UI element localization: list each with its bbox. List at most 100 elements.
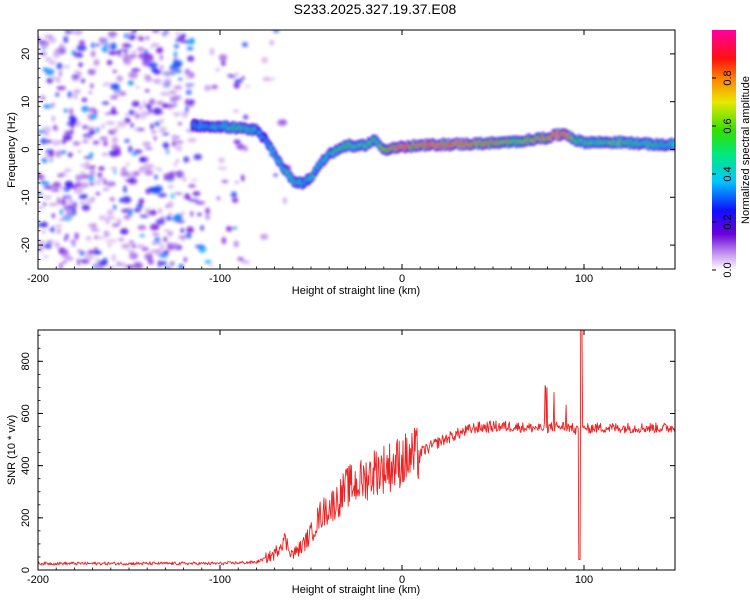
spectrogram-noise-cell [128, 240, 135, 245]
spectrogram-noise-cell [105, 121, 116, 125]
snr-panel: -200 -100 0 100 0 200 400 600 800 Height of str… [6, 329, 676, 596]
spectrogram-noise-cell [245, 85, 250, 88]
spectrogram-noise-cell [112, 69, 117, 73]
spectrogram-noise-cell [132, 171, 140, 176]
spectrogram-noise-cell [105, 216, 116, 221]
spectrogram-noise-cell [185, 38, 195, 45]
spectrogram-noise-cell [162, 83, 170, 89]
spectrogram-noise-cell [205, 207, 210, 215]
spectrogram-x-ticks: -200 -100 0 100 [27, 30, 676, 285]
spectrogram-noise-cell [97, 172, 103, 178]
spectrogram-noise-cell [116, 261, 121, 267]
spectrogram-noise-cell [185, 232, 192, 239]
spectrogram-x-tick-label: -200 [27, 273, 49, 285]
colorbar-ticks: 0.0 0.2 0.4 0.6 0.8 [712, 70, 734, 278]
spectrogram-noise-cell [67, 91, 73, 99]
spectrogram-noise-cell [72, 140, 81, 146]
snr-frame [37, 329, 676, 571]
spectrogram-noise-cell [40, 137, 48, 145]
spectrogram-noise-cell [120, 166, 127, 174]
spectrogram-noise-cell [64, 168, 72, 172]
spectrogram-noise-cell [145, 252, 151, 258]
spectrogram-noise-cell [41, 157, 48, 164]
spectrogram-noise-cell [101, 123, 105, 130]
colorbar: 0.0 0.2 0.4 0.6 0.8 Normalized spectral ampl… [712, 30, 750, 278]
spectrogram-noise-cell [90, 50, 96, 58]
spectrogram-noise-cell [88, 174, 95, 182]
spectrogram-noise-layer [38, 30, 292, 269]
spectrogram-noise-cell [131, 244, 137, 249]
spectrogram-noise-cell [43, 185, 53, 190]
spectrogram-noise-cell [131, 100, 140, 108]
spectrogram-noise-cell [193, 153, 203, 161]
spectrogram-noise-cell [273, 173, 278, 177]
spectrogram-noise-cell [63, 35, 69, 44]
spectrogram-noise-cell [154, 121, 161, 127]
spectrogram-noise-cell [150, 186, 161, 194]
spectrogram-noise-cell [144, 48, 148, 56]
spectrogram-noise-cell [128, 71, 139, 79]
spectrogram-noise-cell [159, 243, 165, 251]
spectrogram-noise-cell [125, 264, 135, 269]
spectrogram-noise-cell [138, 166, 145, 173]
spectrogram-noise-cell [84, 253, 95, 261]
snr-x-tick-label: -100 [209, 574, 231, 586]
spectrogram-noise-cell [70, 30, 76, 33]
spectrogram-noise-cell [57, 173, 64, 177]
spectrogram-noise-cell [100, 38, 105, 46]
spectrogram-noise-cell [185, 105, 189, 113]
spectrogram-noise-cell [154, 174, 158, 180]
spectrogram-noise-cell [121, 208, 129, 213]
spectrogram-noise-cell [95, 257, 100, 263]
spectrogram-noise-cell [93, 247, 99, 252]
spectrogram-noise-cell [164, 266, 171, 269]
spectrogram-y-tick-label: 0 [20, 146, 32, 152]
spectrogram-noise-cell [273, 30, 280, 33]
spectrogram-noise-cell [209, 264, 214, 267]
spectrogram-noise-cell [233, 240, 240, 248]
spectrogram-y-tick-label: 10 [20, 96, 32, 108]
spectrogram-noise-cell [68, 114, 76, 123]
spectrogram-noise-cell [160, 31, 171, 35]
spectrogram-noise-cell [160, 261, 168, 266]
spectrogram-noise-cell [49, 158, 53, 162]
spectrogram-noise-cell [163, 236, 168, 243]
spectrogram-noise-cell [234, 180, 240, 184]
colorbar-tick-label: 0.2 [722, 214, 734, 229]
spectrogram-noise-cell [175, 144, 183, 152]
spectrogram-noise-cell [277, 119, 288, 127]
spectrogram-noise-cell [142, 58, 148, 62]
spectrogram-noise-cell [221, 59, 226, 67]
spectrogram-noise-cell [236, 143, 245, 150]
spectrogram-noise-cell [230, 74, 236, 78]
spectrogram-noise-cell [73, 89, 82, 94]
spectrogram-noise-cell [149, 223, 160, 231]
spectrogram-noise-cell [137, 224, 147, 231]
spectrogram-noise-cell [198, 246, 207, 254]
spectrogram-noise-cell [181, 110, 189, 118]
spectrogram-noise-cell [75, 174, 83, 182]
spectrogram-noise-cell [56, 62, 63, 70]
spectrogram-noise-cell [45, 68, 55, 76]
spectrogram-noise-cell [144, 89, 150, 93]
spectrogram-noise-cell [260, 233, 269, 240]
spectrogram-noise-cell [269, 40, 275, 46]
spectrogram-noise-cell [133, 262, 143, 269]
spectrogram-noise-cell [76, 258, 81, 266]
spectrogram-noise-cell [107, 42, 112, 50]
colorbar-tick-label: 0.4 [722, 166, 734, 181]
spectrogram-noise-cell [118, 262, 127, 268]
spectrogram-noise-cell [102, 140, 109, 147]
spectrogram-noise-cell [113, 169, 117, 175]
spectrogram-noise-cell [177, 122, 183, 125]
spectrogram-noise-cell [69, 108, 74, 115]
spectrogram-noise-cell [109, 43, 117, 50]
spectrogram-noise-cell [95, 192, 101, 196]
snr-plot-area [38, 330, 675, 570]
spectrogram-noise-cell [237, 256, 245, 262]
spectrogram-noise-cell [157, 129, 167, 133]
spectrogram-noise-cell [179, 264, 184, 269]
spectrogram-noise-cell [140, 111, 150, 117]
spectrogram-noise-cell [78, 193, 88, 200]
spectrogram-noise-cell [168, 212, 172, 216]
